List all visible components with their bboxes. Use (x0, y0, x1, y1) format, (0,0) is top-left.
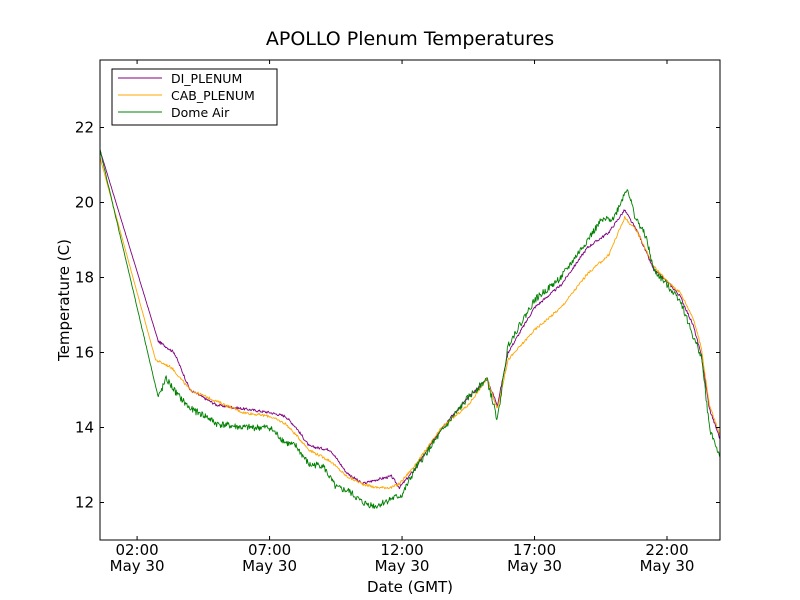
legend: DI_PLENUM CAB_PLENUM Dome Air (111, 68, 278, 126)
y-tick-label: 12 (75, 494, 94, 512)
x-tick-label: 22:00 (645, 541, 688, 559)
x-tick-label: 02:00 (115, 541, 158, 559)
y-tick-label: 14 (75, 419, 94, 437)
x-tick-sublabel: May 30 (375, 557, 430, 575)
plot-background (100, 60, 720, 540)
series-layer (99, 149, 721, 509)
legend-label: DI_PLENUM (171, 71, 242, 86)
series-line-dome-air (99, 149, 721, 509)
plot-frame (99, 59, 721, 541)
x-tick-sublabel: May 30 (507, 557, 562, 575)
y-tick-label: 18 (75, 269, 94, 287)
y-axis-label: Temperature (C) (55, 239, 73, 362)
y-tick-label: 20 (75, 194, 94, 212)
legend-label: CAB_PLENUM (171, 88, 255, 103)
y-tick-label: 22 (75, 119, 94, 137)
series-line-di-plenum (99, 149, 721, 490)
series-line-cab-plenum (99, 157, 721, 490)
y-tick-label: 16 (75, 344, 94, 362)
legend-entries: DI_PLENUM CAB_PLENUM Dome Air (118, 71, 255, 120)
legend-label: Dome Air (171, 105, 230, 120)
chart-title: APOLLO Plenum Temperatures (266, 28, 554, 50)
x-tick-sublabel: May 30 (242, 557, 297, 575)
x-tick-sublabel: May 30 (110, 557, 165, 575)
x-tick-label: 07:00 (248, 541, 291, 559)
x-tick-label: 17:00 (513, 541, 556, 559)
x-axis-label: Date (GMT) (367, 578, 453, 596)
x-tick-sublabel: May 30 (640, 557, 695, 575)
x-tick-label: 12:00 (380, 541, 423, 559)
